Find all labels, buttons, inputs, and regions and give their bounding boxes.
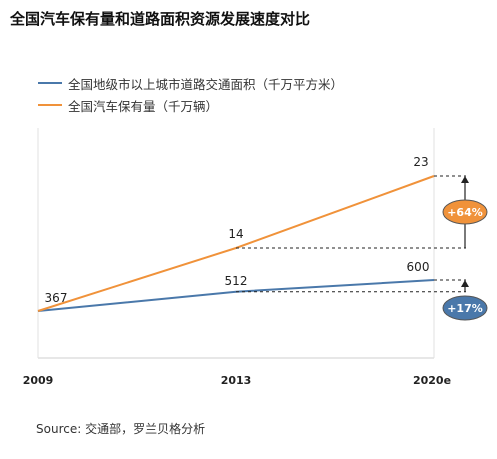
data-label-road-2020e: 600	[407, 260, 430, 274]
growth-badge-car	[442, 199, 488, 225]
growth-badge-road-label: +17%	[447, 302, 483, 315]
data-label-road-2013: 512	[225, 274, 248, 288]
data-label-car-2013: 14	[228, 227, 243, 241]
data-label-road-2009: 367	[45, 291, 68, 305]
legend: 全国地级市以上城市道路交通面积（千万平方米） 全国汽车保有量（千万辆）	[38, 72, 343, 116]
growth-arrow-road-head	[461, 280, 469, 287]
growth-arrow-car-head	[461, 176, 469, 183]
source-note: Source: 交通部，罗兰贝格分析	[36, 422, 206, 436]
data-label-car-2020e: 23	[413, 155, 428, 169]
legend-item-car-ownership: 全国汽车保有量（千万辆）	[38, 94, 343, 116]
legend-swatch-car-ownership	[38, 104, 62, 106]
x-tick-label-2009: 2009	[23, 374, 54, 387]
legend-label-road-area: 全国地级市以上城市道路交通面积（千万平方米）	[68, 76, 344, 92]
chart-title: 全国汽车保有量和道路面积资源发展速度对比	[10, 10, 311, 28]
growth-badge-road	[442, 295, 488, 321]
growth-badge-car-label: +64%	[447, 206, 483, 219]
x-tick-label-2013: 2013	[221, 374, 252, 387]
legend-item-road-area: 全国地级市以上城市道路交通面积（千万平方米）	[38, 72, 343, 94]
legend-swatch-road-area	[38, 82, 62, 84]
legend-label-car-ownership: 全国汽车保有量（千万辆）	[68, 98, 219, 114]
x-tick-label-2020e: 2020e	[413, 374, 451, 387]
